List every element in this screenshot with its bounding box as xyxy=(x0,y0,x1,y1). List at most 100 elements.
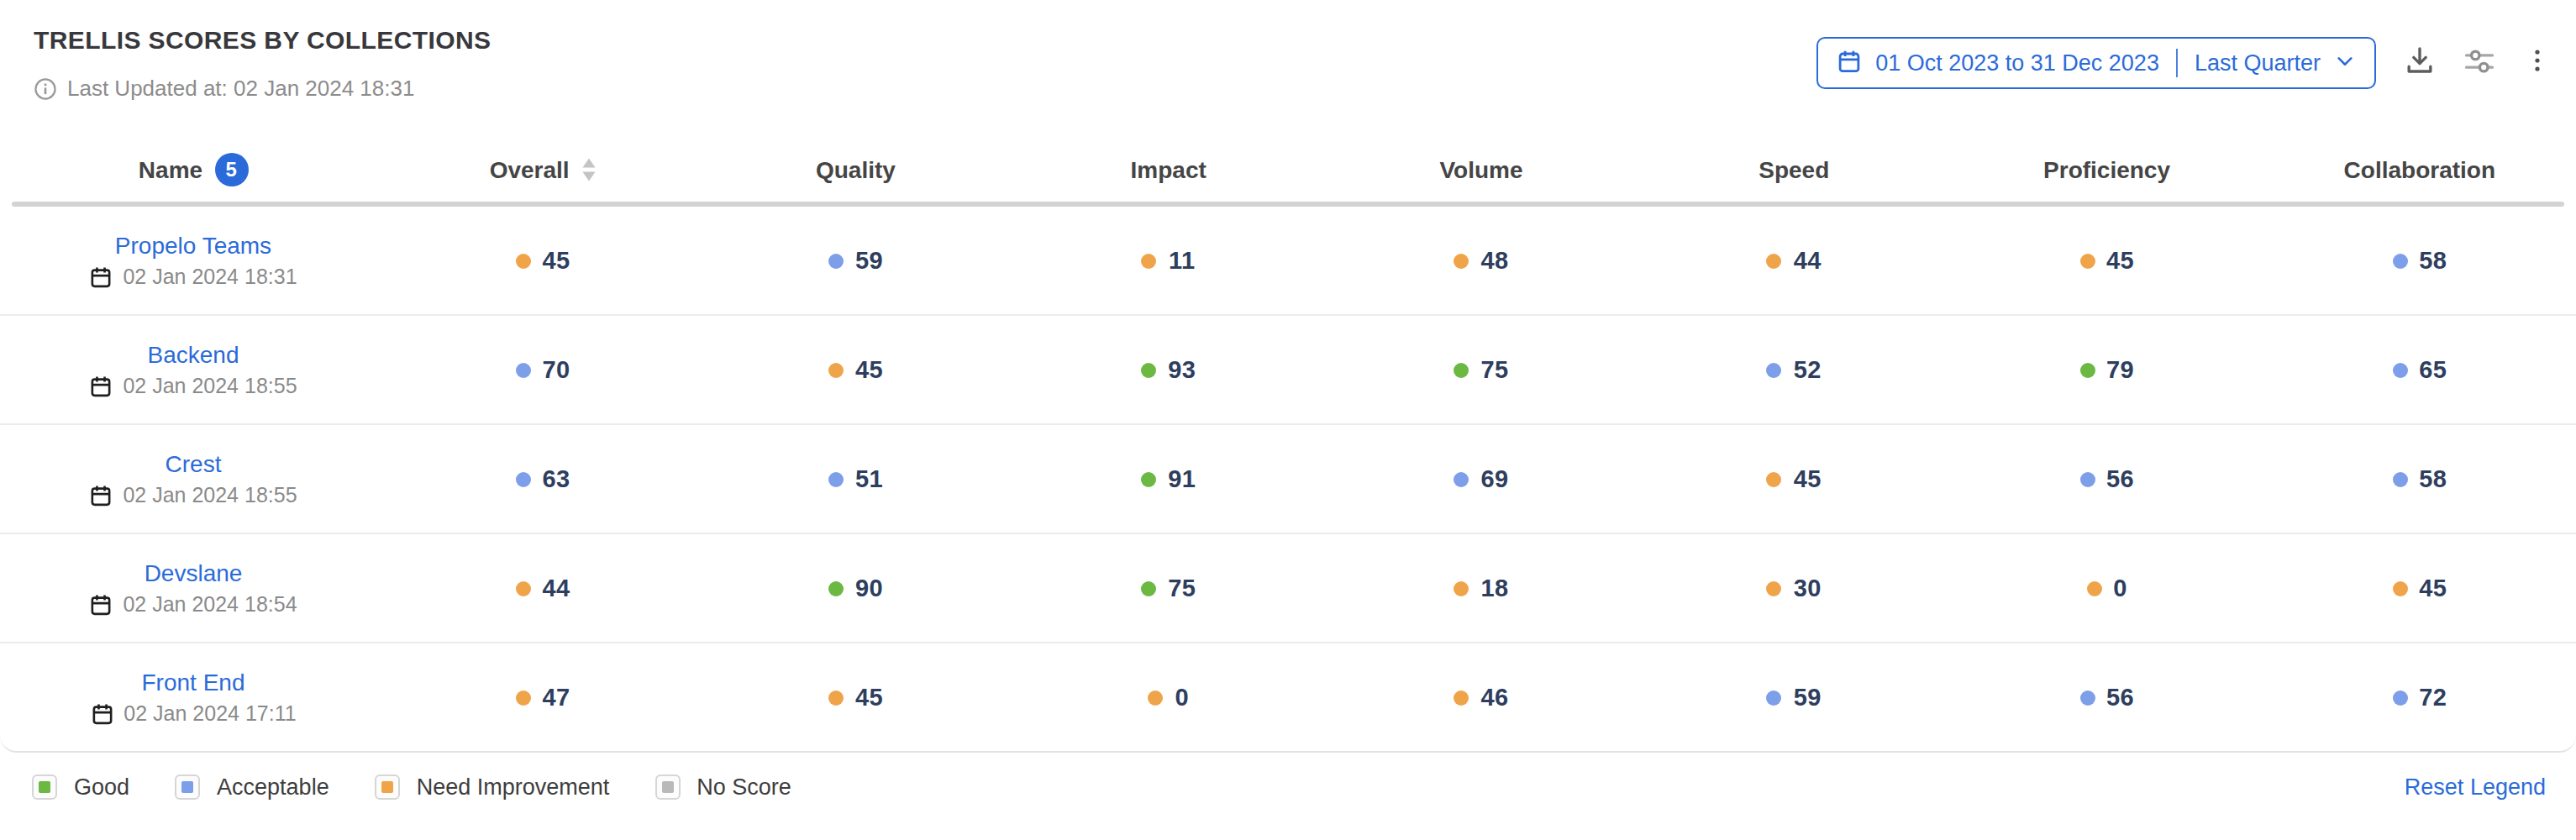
score-value: 93 xyxy=(1168,356,1196,383)
score-value: 45 xyxy=(855,356,883,383)
score-cell: 45 xyxy=(699,684,1012,711)
score-dot xyxy=(1767,690,1782,705)
score-value: 75 xyxy=(1480,356,1508,383)
legend-swatch xyxy=(375,774,400,800)
score-cell: 45 xyxy=(386,247,699,274)
score-value: 0 xyxy=(1175,684,1189,711)
score-value: 11 xyxy=(1169,247,1195,274)
collection-cell: Front End 02 Jan 2024 17:11 xyxy=(0,669,386,726)
column-label: Impact xyxy=(1131,156,1207,183)
score-dot xyxy=(828,580,844,596)
score-value: 56 xyxy=(2106,684,2134,711)
score-value: 91 xyxy=(1168,465,1196,492)
column-header-overall[interactable]: Overall xyxy=(386,156,699,183)
column-label: Quality xyxy=(816,156,896,183)
score-cell: 79 xyxy=(1950,356,2263,383)
score-cell: 58 xyxy=(2263,465,2576,492)
column-header-collaboration: Collaboration xyxy=(2263,156,2576,183)
score-dot xyxy=(2392,253,2407,268)
score-value: 45 xyxy=(543,247,570,274)
score-dot xyxy=(1767,580,1782,596)
column-header-name: Name 5 xyxy=(0,153,386,186)
collection-cell: Crest 02 Jan 2024 18:55 xyxy=(0,450,386,507)
legend-item[interactable]: No Score xyxy=(655,774,791,800)
collection-link[interactable]: Propelo Teams xyxy=(115,232,271,259)
score-value: 63 xyxy=(543,465,570,492)
score-dot xyxy=(2079,471,2095,486)
score-cell: 70 xyxy=(386,356,699,383)
score-value: 44 xyxy=(1794,247,1822,274)
table-header-row: Name 5 Overall Quality Impact Volume Spe… xyxy=(0,138,2576,202)
collection-cell: Backend 02 Jan 2024 18:55 xyxy=(0,341,386,398)
collection-link[interactable]: Front End xyxy=(142,669,245,696)
row-updated-text: 02 Jan 2024 18:54 xyxy=(123,593,297,617)
calendar-icon xyxy=(90,702,113,726)
legend-item[interactable]: Acceptable xyxy=(175,774,329,800)
collection-link[interactable]: Backend xyxy=(148,341,239,368)
legend-label: Need Improvement xyxy=(417,774,610,800)
score-cell: 93 xyxy=(1012,356,1325,383)
divider xyxy=(2176,49,2178,77)
chevron-down-icon xyxy=(2334,50,2356,76)
score-value: 65 xyxy=(2419,356,2447,383)
row-updated-text: 02 Jan 2024 17:11 xyxy=(124,702,296,726)
score-cell: 44 xyxy=(386,575,699,601)
widget-settings-button[interactable] xyxy=(2463,45,2495,81)
score-value: 44 xyxy=(543,575,570,601)
score-cell: 45 xyxy=(1950,247,2263,274)
widget-header: TRELLIS SCORES BY COLLECTIONS Last Updat… xyxy=(0,0,2576,138)
column-label: Proficiency xyxy=(2043,156,2170,183)
column-label: Name xyxy=(139,156,202,183)
collection-link[interactable]: Devslane xyxy=(145,559,243,586)
score-value: 70 xyxy=(543,356,570,383)
score-dot xyxy=(1767,253,1782,268)
score-cell: 18 xyxy=(1325,575,1638,601)
score-value: 45 xyxy=(1794,465,1822,492)
score-dot xyxy=(2392,362,2407,377)
score-dot xyxy=(1148,690,1163,705)
collection-link[interactable]: Crest xyxy=(166,450,222,477)
score-dot xyxy=(516,253,531,268)
more-options-button[interactable] xyxy=(2524,47,2551,79)
filter-sliders-icon xyxy=(2463,45,2495,81)
row-updated: 02 Jan 2024 18:31 xyxy=(89,265,297,289)
score-cell: 75 xyxy=(1325,356,1638,383)
score-value: 0 xyxy=(2113,575,2127,601)
table-row: Backend 02 Jan 2024 18:55 70 45 93 75 52 79 65 xyxy=(0,316,2576,425)
row-updated-text: 02 Jan 2024 18:31 xyxy=(123,265,297,289)
score-cell: 46 xyxy=(1325,684,1638,711)
column-label: Overall xyxy=(490,156,570,183)
legend-bar: Good Acceptable Need Improvement No Score R… xyxy=(0,753,2576,800)
date-range-button[interactable]: 01 Oct 2023 to 31 Dec 2023 Last Quarter xyxy=(1816,37,2376,89)
reset-legend-link[interactable]: Reset Legend xyxy=(2405,774,2546,800)
score-dot xyxy=(828,362,844,377)
legend-item[interactable]: Need Improvement xyxy=(375,774,610,800)
column-header-volume: Volume xyxy=(1325,156,1638,183)
score-dot xyxy=(1141,580,1156,596)
column-label: Collaboration xyxy=(2344,156,2495,183)
score-value: 59 xyxy=(1794,684,1822,711)
score-dot xyxy=(1454,471,1469,486)
score-dot xyxy=(516,362,531,377)
score-dot xyxy=(1142,253,1157,268)
score-cell: 52 xyxy=(1638,356,1950,383)
score-value: 52 xyxy=(1794,356,1822,383)
download-button[interactable] xyxy=(2405,45,2435,81)
score-cell: 0 xyxy=(1950,575,2263,601)
row-updated-text: 02 Jan 2024 18:55 xyxy=(123,484,297,507)
score-value: 51 xyxy=(855,465,883,492)
score-value: 45 xyxy=(2106,247,2134,274)
score-cell: 45 xyxy=(1638,465,1950,492)
table-body: Propelo Teams02 Jan 2024 18:314559114844… xyxy=(0,207,2576,751)
calendar-icon xyxy=(89,593,113,617)
row-updated: 02 Jan 2024 18:55 xyxy=(89,375,297,398)
row-updated: 02 Jan 2024 17:11 xyxy=(90,702,296,726)
last-updated-text: Last Updated at: 02 Jan 2024 18:31 xyxy=(67,76,414,101)
table-row: Crest02 Jan 2024 18:5563519169455658 xyxy=(0,425,2576,534)
table-row: Propelo Teams02 Jan 2024 18:314559114844… xyxy=(0,207,2576,316)
legend-item[interactable]: Good xyxy=(32,774,129,800)
column-label: Speed xyxy=(1759,156,1829,183)
legend-label: Good xyxy=(74,774,129,800)
widget-toolbar: 01 Oct 2023 to 31 Dec 2023 Last Quarter xyxy=(1816,37,2551,89)
score-value: 46 xyxy=(1480,684,1508,711)
